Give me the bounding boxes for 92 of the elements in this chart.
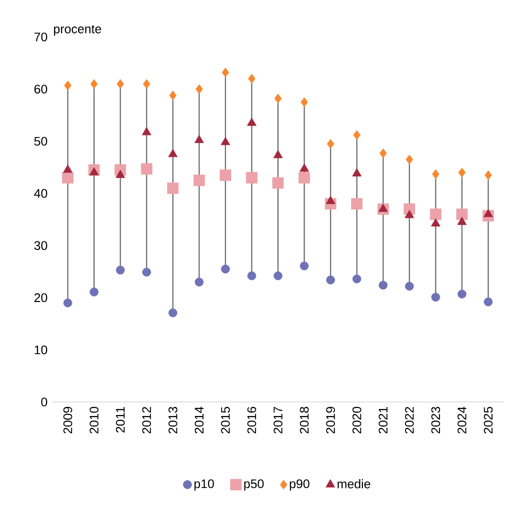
x-tick-label: 2018 — [300, 406, 309, 434]
x-tick-label: 2023 — [431, 406, 440, 434]
point — [457, 216, 467, 225]
point — [168, 308, 178, 318]
point — [379, 148, 387, 158]
y-axis-title: procente — [54, 25, 102, 36]
x-tick-label: 2020 — [352, 406, 362, 434]
point — [352, 274, 362, 284]
x-tick-label: 2009 — [63, 406, 72, 434]
point — [90, 79, 98, 89]
point — [274, 271, 282, 280]
point — [247, 271, 256, 280]
point — [220, 169, 232, 181]
point — [142, 79, 150, 89]
point — [247, 118, 256, 126]
point — [222, 68, 230, 78]
point — [351, 198, 363, 210]
point — [90, 288, 98, 296]
legend-label: medie — [338, 479, 370, 488]
x-tick-label: 2017 — [274, 406, 282, 434]
point — [116, 266, 125, 274]
point — [326, 276, 335, 284]
point — [484, 208, 493, 218]
x-tick-label: 2019 — [326, 406, 335, 434]
point — [221, 264, 230, 274]
point — [142, 268, 152, 277]
point — [300, 261, 309, 270]
legend-label: p90 — [290, 479, 310, 491]
x-tick-label: 2012 — [142, 406, 152, 434]
point — [63, 298, 72, 308]
y-tick-label: 20 — [34, 293, 48, 302]
x-tick-label: 2025 — [484, 406, 493, 434]
point — [272, 177, 284, 189]
x-tick-label: 2024 — [458, 406, 466, 434]
point — [430, 208, 442, 220]
point — [142, 127, 152, 136]
point — [194, 134, 204, 144]
point — [62, 172, 74, 184]
point — [378, 204, 388, 212]
point — [116, 79, 124, 89]
legend-label: p50 — [244, 479, 264, 491]
point — [273, 150, 283, 158]
point — [458, 290, 466, 298]
point — [196, 84, 203, 94]
point — [300, 97, 308, 107]
y-tick-label: 50 — [34, 136, 48, 146]
x-tick-label: 2014 — [194, 406, 204, 434]
y-tick-label: 10 — [34, 345, 48, 354]
y-tick-label: 40 — [34, 189, 48, 198]
point — [484, 170, 492, 180]
point — [194, 278, 204, 286]
point — [430, 218, 440, 226]
point — [353, 130, 360, 140]
y-tick-label: 60 — [34, 84, 48, 94]
x-tick-label: 2015 — [221, 406, 230, 434]
point — [274, 94, 282, 104]
y-tick-label: 70 — [34, 32, 48, 42]
point — [220, 136, 230, 146]
point — [63, 164, 72, 173]
point — [167, 182, 179, 194]
point — [378, 280, 388, 290]
point — [432, 169, 440, 179]
point — [405, 282, 414, 291]
x-tick-label: 2022 — [405, 406, 414, 434]
point — [168, 148, 178, 158]
point — [248, 74, 256, 84]
x-tick-label: 2013 — [168, 406, 178, 434]
point — [326, 139, 334, 149]
y-tick-label: 0 — [41, 398, 48, 406]
point — [89, 167, 99, 176]
point — [352, 168, 362, 176]
x-tick-label: 2016 — [247, 406, 256, 434]
point — [404, 210, 414, 218]
point — [298, 172, 310, 184]
point — [116, 170, 126, 178]
x-tick-label: 2010 — [90, 406, 98, 434]
point — [300, 164, 309, 172]
point — [406, 154, 414, 164]
point — [169, 90, 177, 100]
point — [140, 163, 152, 175]
point — [431, 292, 440, 302]
point — [456, 208, 468, 220]
point — [64, 80, 72, 90]
point — [326, 196, 336, 204]
point — [246, 172, 258, 184]
point — [193, 174, 205, 186]
legend-label: p10 — [194, 479, 214, 491]
point — [484, 297, 493, 306]
x-tick-label: 2021 — [378, 406, 388, 434]
x-tick-label: 2011 — [116, 406, 125, 432]
point — [458, 168, 466, 178]
y-tick-label: 30 — [34, 241, 48, 250]
